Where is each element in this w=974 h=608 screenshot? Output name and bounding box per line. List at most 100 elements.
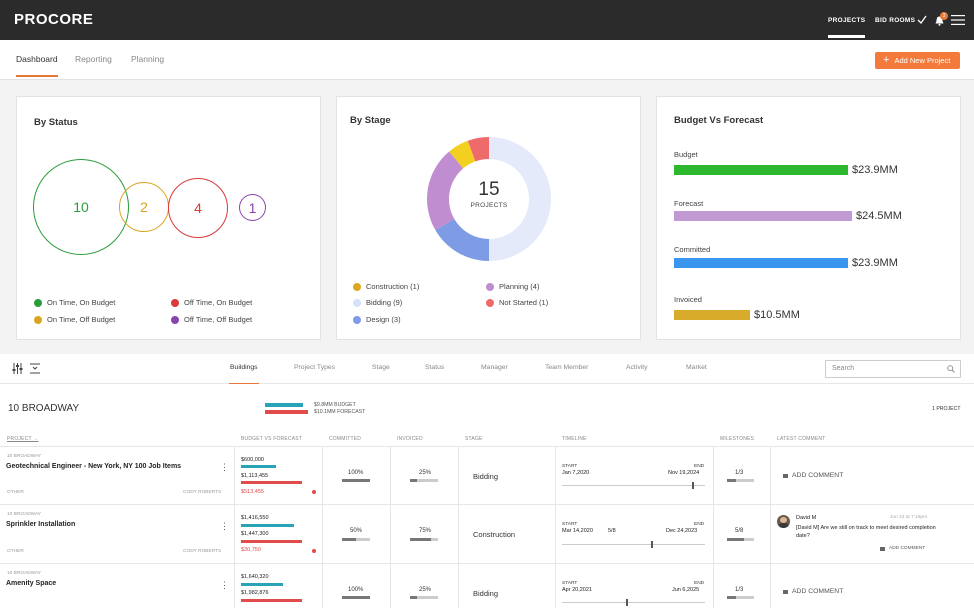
tab-market[interactable]: Market [686, 364, 707, 371]
timeline-track [562, 544, 705, 545]
tab-team-member[interactable]: Team Member [545, 364, 589, 371]
timeline-start-label: START [562, 464, 578, 469]
row-stage: Bidding [473, 589, 499, 598]
checkmark-icon[interactable] [917, 15, 927, 25]
row-budget: $600,000 [241, 457, 264, 463]
budget-vs-forecast-card: Budget Vs Forecast Budget $23.9MM Foreca… [656, 96, 961, 340]
row-project-name[interactable]: Amenity Space [6, 580, 57, 587]
filter-bar: Buildings Project Types Stage Status Man… [0, 354, 974, 385]
add-comment-button[interactable]: ADD COMMENT [880, 546, 925, 551]
timeline-marker [626, 599, 628, 606]
timeline-end: Dec 24,2023 [666, 528, 698, 534]
status-bubble-off-time-off-budget[interactable]: 1 [239, 194, 266, 221]
comment-icon [880, 546, 885, 551]
tab-stage[interactable]: Stage [372, 364, 390, 371]
legend-label: Off Time, Off Budget [184, 315, 253, 324]
status-bubble-on-time-off-budget[interactable]: 2 [119, 182, 169, 232]
donut-slice-not-started[interactable] [467, 137, 489, 162]
donut-slice-design[interactable] [435, 219, 489, 261]
status-bubble-off-time-on-budget[interactable]: 4 [168, 178, 228, 238]
row-milestones: 5/8 [735, 528, 744, 534]
stage-donut-chart [427, 137, 551, 261]
donut-slice-construction[interactable] [449, 140, 476, 169]
green-dot-icon [34, 298, 42, 307]
red-dot-icon [486, 298, 494, 307]
committed-fill [342, 479, 370, 482]
kebab-menu-icon[interactable]: ⋮ [220, 580, 229, 590]
divider [390, 446, 391, 608]
row-invoiced: 25% [419, 470, 432, 476]
legend-design: Design (3) [353, 315, 401, 324]
forecast-label: Forecast [674, 199, 704, 208]
col-milestones[interactable]: MILESTONES [720, 436, 755, 442]
tab-manager[interactable]: Manager [481, 364, 508, 371]
col-invoiced[interactable]: INVOICED [397, 436, 423, 442]
legend-label: Design (3) [366, 315, 401, 324]
legend-not-started: Not Started (1) [486, 298, 548, 307]
row-variance: $30,750 [241, 547, 261, 553]
by-status-title: By Status [34, 117, 78, 128]
committed-label: Committed [674, 245, 711, 254]
procore-logo[interactable]: PROCORE [14, 11, 94, 28]
row-project-name[interactable]: Geotechnical Engineer - New York, NY 100… [6, 463, 182, 470]
red-dot-icon [171, 298, 179, 307]
nav-projects[interactable]: PROJECTS [828, 17, 866, 38]
project-count: 1 PROJECT [932, 406, 961, 412]
invoiced-value: $10.5MM [754, 309, 800, 321]
avatar[interactable] [777, 515, 790, 528]
milestones-track [727, 596, 754, 599]
legend-construction: Construction (1) [353, 282, 419, 291]
nav-bid-rooms[interactable]: BID ROOMS [875, 17, 916, 24]
group-forecast: $10.1MM FORECAST [314, 409, 366, 415]
tab-status[interactable]: Status [425, 364, 445, 371]
timeline-track [562, 602, 705, 603]
legend-label: On Time, On Budget [47, 298, 116, 307]
col-stage[interactable]: STAGE [465, 436, 483, 442]
comment-icon [783, 589, 788, 594]
search-icon [947, 365, 955, 373]
col-committed[interactable]: COMMITTED [329, 436, 362, 442]
tab-reporting[interactable]: Reporting [75, 54, 112, 64]
add-new-project-button[interactable]: + Add New Project [875, 52, 960, 69]
collapse-icon[interactable] [30, 363, 40, 374]
donut-slice-bidding[interactable] [489, 137, 551, 261]
top-bar: PROCORE PROJECTS BID ROOMS 3 [0, 0, 974, 40]
add-comment-button[interactable]: ADD COMMENT [783, 472, 843, 479]
legend-on-time-on-budget: On Time, On Budget [34, 298, 115, 307]
tab-project-types[interactable]: Project Types [294, 364, 336, 371]
filter-sliders-icon[interactable] [12, 363, 23, 374]
over-budget-dot-icon [312, 549, 316, 553]
timeline-track [562, 485, 705, 486]
tab-planning[interactable]: Planning [131, 54, 165, 64]
row-building: 10 BROADWAY [7, 512, 42, 517]
timeline-start-label: START [562, 581, 578, 586]
row-project-name[interactable]: Sprinkler Installation [6, 521, 76, 528]
row-building: 10 BROADWAY [7, 454, 42, 459]
milestones-fill [727, 479, 736, 482]
tab-dashboard[interactable]: Dashboard [16, 54, 58, 77]
col-project[interactable]: PROJECT → [7, 436, 39, 442]
search-input[interactable]: Search [825, 360, 961, 378]
legend-bidding: Bidding (9) [353, 298, 402, 307]
status-bubble-on-time-on-budget[interactable]: 10 [33, 159, 129, 255]
row-invoiced: 25% [419, 587, 432, 593]
col-timeline[interactable]: TIMELINE [562, 436, 587, 442]
tab-activity[interactable]: Activity [626, 364, 648, 371]
tab-buildings[interactable]: Buildings [229, 364, 259, 385]
row-owner: CODY ROBERTS [183, 490, 222, 495]
hamburger-menu-icon[interactable] [951, 14, 965, 26]
legend-on-time-off-budget: On Time, Off Budget [34, 315, 115, 324]
legend-label: Not Started (1) [499, 298, 549, 307]
legend-planning: Planning (4) [486, 282, 539, 291]
add-comment-button[interactable]: ADD COMMENT [783, 588, 843, 595]
comment-text: [David M] Are we still on track to meet … [796, 525, 936, 540]
timeline-end-label: END [694, 464, 705, 469]
row-variance: $513,455 [241, 489, 264, 495]
donut-slice-planning[interactable] [427, 151, 464, 230]
budget-value: $23.9MM [852, 164, 898, 176]
col-latest-comment[interactable]: LATEST COMMENT [777, 436, 826, 442]
col-budget-vs-forecast[interactable]: BUDGET VS FORECAST [241, 436, 303, 442]
divider [770, 446, 771, 608]
kebab-menu-icon[interactable]: ⋮ [220, 462, 229, 472]
kebab-menu-icon[interactable]: ⋮ [220, 521, 229, 531]
